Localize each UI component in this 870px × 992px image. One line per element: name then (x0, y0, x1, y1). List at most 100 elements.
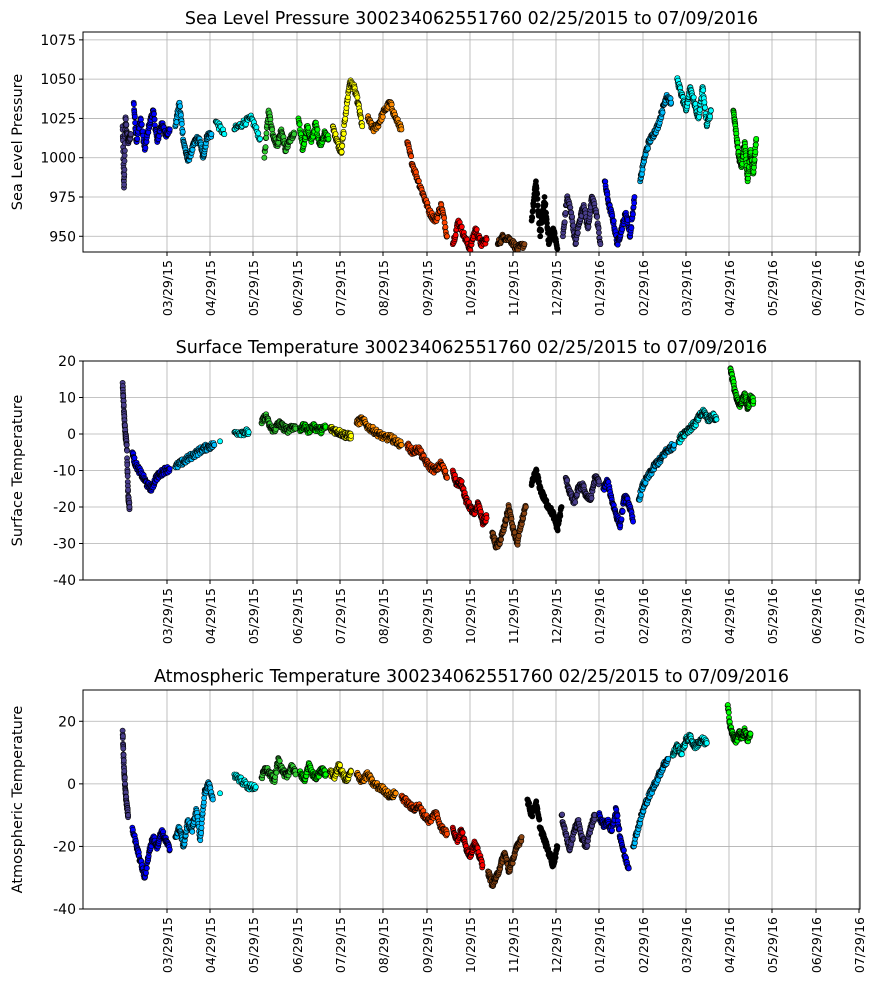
y-tick-label: 10 (58, 391, 76, 407)
data-point (339, 143, 346, 149)
data-point (134, 135, 141, 142)
data-point (131, 455, 138, 461)
data-point (296, 121, 303, 128)
data-point (594, 214, 601, 220)
x-tick-label: 06/29/15 (290, 588, 305, 644)
data-point (354, 94, 361, 101)
x-tick-label: 06/29/16 (809, 260, 824, 316)
data-point (645, 145, 651, 152)
data-point (564, 477, 571, 484)
data-point (534, 202, 541, 209)
series-16 (674, 75, 714, 130)
x-tick-label: 02/29/16 (636, 260, 651, 316)
data-point (217, 438, 223, 445)
data-point (151, 116, 158, 123)
data-point (534, 196, 541, 202)
x-tick-label: 07/29/15 (333, 588, 348, 644)
series-8 (353, 414, 405, 450)
series-12 (528, 178, 561, 252)
data-point (121, 768, 128, 774)
data-point (585, 223, 592, 230)
data-point (542, 201, 549, 207)
data-point (332, 131, 339, 138)
data-point (559, 811, 566, 818)
data-point (541, 194, 548, 200)
series-13 (558, 811, 598, 854)
series-3 (172, 440, 218, 471)
data-point (252, 784, 259, 790)
data-point (444, 474, 450, 481)
data-point (131, 101, 137, 108)
data-point (337, 762, 343, 769)
series-14 (601, 178, 638, 248)
data-point (639, 166, 646, 173)
y-tick-label: 1075 (40, 33, 76, 49)
x-tick-label: 07/29/16 (852, 260, 867, 316)
series-10 (449, 467, 490, 528)
data-point (751, 156, 758, 163)
x-tick-label: 12/29/15 (549, 588, 564, 644)
data-point (618, 516, 625, 523)
series-13 (560, 193, 604, 248)
data-point (631, 200, 638, 206)
series-4 (217, 426, 252, 445)
data-point (562, 210, 569, 216)
data-point (126, 504, 133, 510)
data-point (124, 473, 131, 480)
data-point (124, 461, 131, 468)
series-7 (327, 761, 354, 785)
data-point (637, 491, 644, 498)
data-point (554, 245, 561, 252)
data-point (561, 219, 568, 226)
data-point (342, 115, 349, 122)
data-point (125, 486, 131, 493)
x-tick-label: 02/29/16 (636, 588, 651, 644)
data-point (338, 149, 345, 155)
x-tick-label: 04/29/16 (722, 260, 737, 316)
x-tick-label: 09/29/15 (420, 588, 435, 644)
data-point (619, 508, 626, 515)
series-13 (562, 473, 602, 507)
series-1 (119, 727, 132, 821)
data-point (121, 158, 128, 164)
series-15 (635, 440, 678, 503)
data-point (128, 131, 134, 138)
data-point (713, 416, 720, 423)
data-point (557, 513, 564, 519)
data-point (245, 429, 252, 436)
data-point (569, 213, 576, 220)
series-4 (217, 771, 259, 797)
data-point (189, 828, 196, 835)
data-point (697, 106, 703, 113)
y-tick-label: -10 (53, 464, 76, 480)
data-point (459, 829, 466, 836)
data-point (529, 813, 536, 820)
data-layer (119, 702, 754, 889)
data-point (621, 847, 627, 854)
series-17 (730, 107, 760, 185)
y-tick-label: 0 (67, 427, 76, 443)
series-2 (129, 824, 173, 881)
data-point (340, 130, 347, 137)
data-point (151, 111, 157, 117)
x-tick-label: 08/29/15 (376, 588, 391, 644)
x-tick-label: 11/29/15 (506, 260, 521, 316)
data-point (625, 865, 632, 872)
data-point (121, 171, 128, 178)
data-point (707, 113, 713, 120)
data-point (700, 87, 707, 94)
series-14 (596, 805, 632, 872)
data-point (572, 499, 579, 506)
data-point (584, 842, 591, 849)
series-12 (524, 796, 561, 870)
series-1 (119, 114, 134, 191)
data-point (138, 121, 145, 128)
data-point (628, 224, 635, 231)
x-tick-label: 08/29/15 (376, 260, 391, 316)
data-point (348, 768, 354, 775)
data-point (570, 222, 577, 229)
x-tick-label: 06/29/16 (809, 588, 824, 644)
data-point (263, 130, 270, 137)
data-point (124, 447, 130, 454)
